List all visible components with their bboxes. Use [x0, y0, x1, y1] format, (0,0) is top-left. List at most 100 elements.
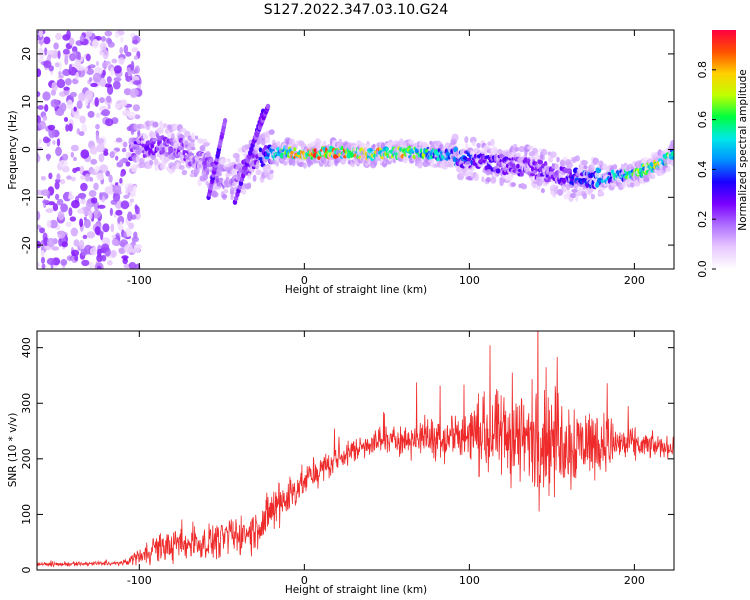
heat-cell — [98, 97, 106, 103]
heat-cell — [148, 131, 156, 139]
heat-cell — [290, 150, 294, 155]
heat-cell — [41, 189, 50, 197]
heat-cell — [268, 129, 275, 135]
heat-cell — [111, 58, 118, 64]
heat-cell — [55, 32, 62, 41]
heat-cell — [178, 165, 185, 170]
heat-cell — [114, 32, 120, 38]
heat-cell — [164, 145, 168, 153]
heat-cell — [108, 174, 113, 183]
heat-cell — [37, 142, 40, 147]
heat-cell — [218, 177, 224, 182]
heat-cell — [265, 103, 271, 110]
heat-cell — [241, 188, 247, 195]
heat-cell — [474, 173, 480, 182]
heat-cell — [40, 176, 47, 181]
heat-cell — [68, 191, 73, 199]
heat-cell — [55, 146, 62, 157]
heat-cell — [69, 53, 77, 62]
heat-cell — [111, 238, 119, 246]
heat-cell — [127, 69, 133, 75]
heat-cell — [64, 55, 69, 66]
heat-cell — [54, 62, 60, 68]
heat-cell — [534, 153, 540, 161]
heat-cell — [132, 237, 136, 245]
heat-cell — [113, 77, 122, 82]
heat-cell — [226, 158, 231, 163]
heat-cell — [87, 110, 95, 118]
heat-cell — [178, 146, 185, 151]
heat-cell — [56, 138, 61, 147]
heat-cell — [527, 145, 534, 150]
heat-cell — [667, 165, 671, 172]
heat-cell — [123, 141, 128, 148]
heat-cell — [319, 140, 323, 146]
heat-cell — [75, 71, 79, 81]
heat-cell — [119, 177, 123, 184]
heat-cell — [530, 175, 534, 183]
heat-cell — [125, 161, 131, 167]
heat-cell — [269, 169, 274, 174]
heat-cell — [120, 172, 125, 177]
heat-cell — [47, 124, 56, 131]
heat-cell — [60, 259, 68, 266]
heat-cell — [230, 193, 234, 201]
y-tick-label: 200 — [20, 448, 33, 469]
heat-cell — [171, 133, 175, 140]
heat-cell — [97, 204, 106, 209]
heat-cell — [89, 247, 98, 256]
y-tick-label: 100 — [20, 504, 33, 525]
heat-cell — [55, 109, 64, 116]
heat-cell — [57, 210, 65, 221]
heat-cell — [57, 50, 61, 60]
heat-cell — [402, 140, 407, 146]
heat-cell — [46, 153, 50, 162]
heat-cell — [247, 172, 252, 180]
heat-cell — [230, 186, 235, 194]
heat-cell — [61, 165, 70, 173]
heat-cell — [112, 192, 121, 202]
heat-cell — [106, 95, 112, 103]
heat-cell — [109, 207, 113, 216]
heat-cell — [92, 72, 102, 83]
heat-cell — [123, 194, 130, 199]
heat-cell — [255, 169, 262, 176]
heat-cell — [89, 210, 93, 220]
heat-cell — [44, 137, 51, 143]
heat-cell — [216, 171, 222, 177]
heat-cell — [428, 159, 435, 164]
heat-cell — [42, 199, 50, 204]
heat-cell — [79, 218, 84, 228]
heat-cell — [140, 139, 146, 146]
heat-cell — [123, 88, 132, 96]
heat-cell — [80, 182, 88, 192]
heat-cell — [491, 146, 498, 155]
heat-cell — [46, 237, 56, 248]
heat-cell — [548, 156, 554, 163]
heat-cell — [99, 42, 107, 51]
y-tick-label: 0 — [20, 146, 33, 153]
heat-cell — [157, 127, 164, 135]
heat-cell — [129, 198, 134, 203]
heat-cell — [37, 224, 42, 230]
heat-cell — [86, 68, 94, 75]
heat-cell — [571, 188, 579, 193]
heat-cell — [590, 193, 596, 200]
spectrogram-heatmap — [37, 30, 674, 269]
heat-cell — [70, 227, 79, 237]
heat-cell — [46, 220, 52, 228]
snr-x-ticks: -100 0 100 200 — [127, 331, 645, 587]
heat-cell — [323, 140, 327, 145]
heat-cell — [643, 174, 650, 182]
heat-cell — [96, 138, 105, 145]
heat-cell — [48, 128, 56, 139]
heat-cell — [490, 138, 495, 147]
heat-cell — [63, 86, 70, 91]
heat-cell — [68, 63, 73, 72]
colorbar-tick-label: 0.4 — [696, 161, 709, 179]
heat-cell — [291, 158, 296, 167]
heat-cell — [123, 256, 128, 262]
heat-cell — [96, 172, 105, 181]
heat-cell — [56, 78, 66, 89]
heat-cell — [42, 115, 48, 121]
